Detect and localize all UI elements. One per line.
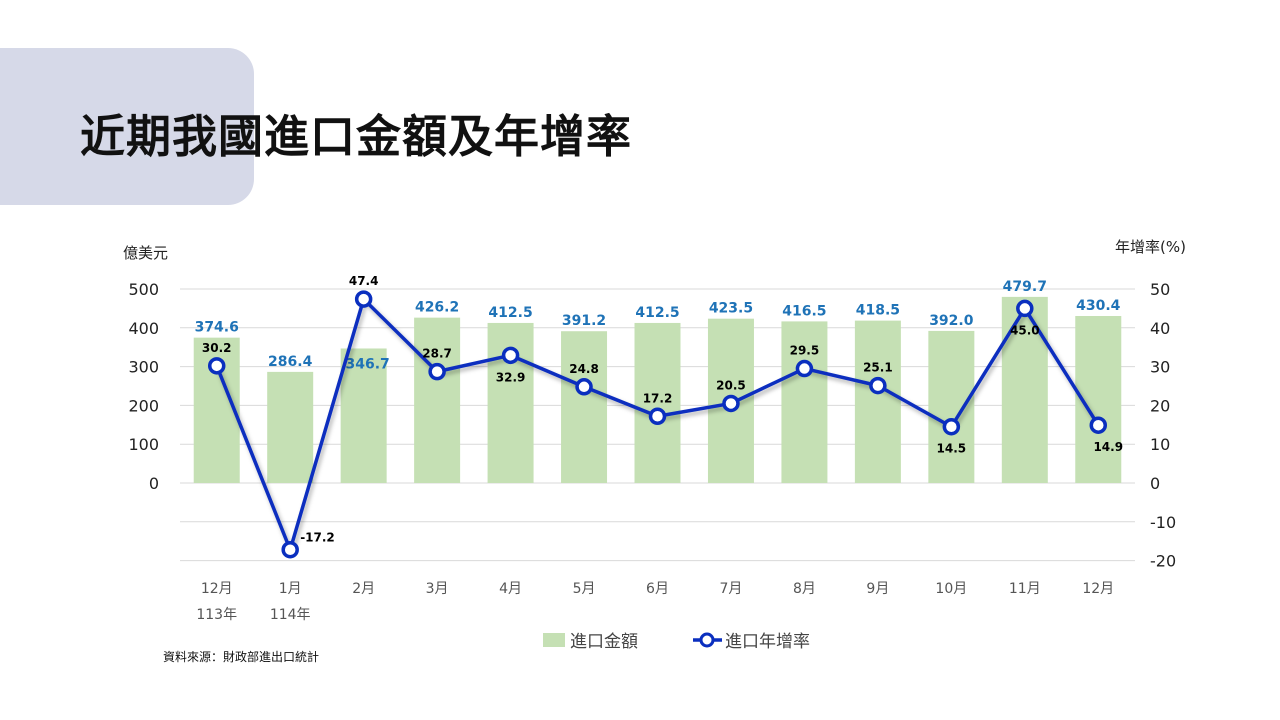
bar [340, 348, 387, 483]
legend-line-label: 進口年增率 [725, 632, 810, 652]
growth-point [648, 407, 667, 426]
growth-value-label: 17.2 [643, 391, 673, 405]
bar-value-label: 416.5 [782, 303, 826, 319]
bar [561, 331, 608, 483]
growth-point [501, 346, 520, 365]
growth-value-label: -17.2 [300, 531, 335, 545]
x-tick-label: 12月 [1082, 581, 1114, 597]
x-tick-label: 6月 [646, 581, 669, 597]
bar-value-label: 346.7 [346, 356, 390, 372]
growth-value-label: 45.0 [1010, 323, 1040, 337]
legend-line-marker [699, 632, 715, 648]
bar-value-label: 430.4 [1076, 298, 1121, 314]
x-tick-sublabel: 113年 [196, 607, 237, 623]
source-note: 資料來源：財政部進出口統計 [163, 650, 320, 664]
x-tick-label: 1月 [279, 581, 302, 597]
bar-value-label: 286.4 [268, 354, 313, 370]
growth-point [795, 359, 814, 378]
growth-value-label: 14.5 [937, 442, 967, 456]
growth-point [281, 540, 299, 559]
growth-point [722, 394, 740, 413]
bar-value-label: 374.6 [195, 320, 239, 336]
x-tick-label: 8月 [793, 581, 816, 597]
growth-value-label: 25.1 [863, 361, 893, 375]
growth-value-label: 32.9 [496, 370, 526, 384]
right-tick-label: 20 [1150, 396, 1170, 415]
bar-value-label: 412.5 [635, 305, 679, 321]
x-tick-label: 4月 [499, 581, 522, 597]
left-tick-label: 100 [128, 435, 159, 454]
x-tick-label: 3月 [426, 581, 449, 597]
growth-value-label: 29.5 [790, 344, 820, 358]
bar [267, 371, 314, 483]
legend-bar-label: 進口金額 [570, 632, 638, 652]
left-tick-label: 300 [128, 358, 159, 377]
growth-value-label: 30.2 [202, 341, 232, 355]
left-tick-label: 400 [128, 319, 159, 338]
right-tick-label: -10 [1150, 513, 1176, 532]
growth-point [354, 290, 373, 308]
bar-value-label: 423.5 [709, 301, 753, 317]
x-tick-sublabel: 114年 [270, 607, 311, 623]
growth-point [869, 376, 887, 395]
bar [1001, 296, 1048, 483]
right-tick-label: -20 [1150, 552, 1176, 571]
legend: 進口金額 進口年增率 [543, 632, 810, 652]
right-axis-title: 年增率(%) [1115, 238, 1186, 256]
right-tick-label: 0 [1150, 474, 1160, 493]
growth-point [1089, 416, 1108, 434]
x-tick-label: 11月 [1009, 581, 1041, 597]
left-axis-title: 億美元 [123, 244, 168, 262]
title-box [0, 48, 254, 205]
bar-value-label: 426.2 [415, 300, 459, 316]
bar-value-label: 412.5 [488, 305, 532, 321]
x-tick-label: 12月 [201, 581, 233, 597]
x-tick-label: 7月 [720, 581, 743, 597]
right-tick-label: 10 [1150, 435, 1170, 454]
growth-value-label: 20.5 [716, 378, 746, 392]
bar-value-label: 479.7 [1003, 279, 1047, 295]
growth-value-label: 14.9 [1093, 440, 1123, 454]
right-tick-label: 30 [1150, 358, 1170, 377]
bar [854, 320, 901, 483]
x-tick-label: 10月 [935, 581, 967, 597]
growth-point [575, 378, 593, 396]
growth-point [1016, 299, 1034, 318]
left-tick-label: 0 [149, 474, 159, 493]
bar-value-label: 391.2 [562, 313, 606, 329]
growth-value-label: 28.7 [422, 347, 452, 361]
left-tick-label: 500 [128, 280, 159, 299]
right-tick-label: 50 [1150, 280, 1170, 299]
legend-bar-swatch [543, 633, 565, 647]
bar [414, 317, 461, 483]
growth-value-label: 24.8 [569, 362, 599, 376]
bar-value-label: 418.5 [856, 303, 900, 319]
growth-point [942, 417, 961, 436]
growth-value-label: 47.4 [349, 274, 379, 288]
growth-point [428, 362, 446, 381]
bar [781, 321, 828, 483]
page-title: 近期我國進口金額及年增率 [80, 110, 633, 163]
x-tick-label: 2月 [352, 581, 375, 597]
x-tick-label: 9月 [866, 581, 889, 597]
x-tick-label: 5月 [573, 581, 596, 597]
left-tick-label: 200 [128, 396, 159, 415]
bar-value-label: 392.0 [929, 313, 974, 329]
bar [928, 330, 975, 483]
growth-point [207, 357, 226, 375]
bar [634, 322, 681, 483]
right-tick-label: 40 [1150, 319, 1170, 338]
